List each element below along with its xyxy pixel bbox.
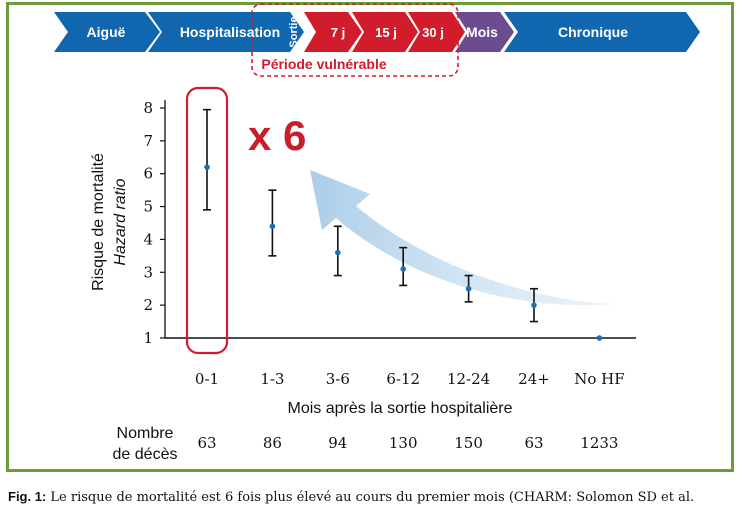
data-point [531, 302, 537, 308]
y-axis-label: Risque de mortalité [90, 153, 107, 291]
deaths-row: 63 86 94 130 150 63 1233 [197, 434, 618, 452]
deaths-value: 86 [263, 434, 282, 452]
data-point [465, 285, 472, 292]
y-tick-label: 4 [143, 230, 153, 248]
timeline-day15-label: 15 j [375, 25, 397, 40]
deaths-value: 63 [197, 434, 216, 452]
y-tick-label: 3 [143, 263, 153, 281]
y-axis-sublabel: Hazard ratio [112, 178, 129, 265]
data-point [204, 164, 210, 170]
caption-fig-label: Fig. 1: [8, 489, 47, 504]
timeline-acute-label: Aiguë [87, 24, 126, 40]
timeline-discharge-label: Sortie [288, 16, 300, 47]
timeline-day7-chevron [304, 12, 362, 52]
x-tick-label: 6-12 [386, 370, 420, 388]
data-point [596, 335, 603, 341]
y-tick-label: 8 [143, 99, 153, 117]
y-tick-label: 1 [143, 329, 153, 347]
x-tick-label: 1-3 [260, 370, 284, 388]
data-point [400, 266, 407, 272]
highlight-box [185, 86, 229, 355]
y-ticks: 1 2 3 4 5 6 7 8 [143, 99, 165, 347]
y-tick-label: 6 [143, 165, 153, 183]
y-tick-label: 7 [143, 132, 153, 150]
figure-caption: Fig. 1: Le risque de mortalité est 6 foi… [8, 489, 738, 505]
chart-svg: Aiguë Hospitalisation Sortie 7 j 15 j 30… [54, 3, 700, 463]
timeline-day30-chevron [408, 12, 465, 52]
x-tick-label: 12-24 [447, 370, 490, 388]
x-tick-label: No HF [574, 370, 624, 388]
deaths-value: 63 [524, 434, 543, 452]
x-ticks: 0-1 1-3 3-6 6-12 12-24 24+ No HF [195, 370, 625, 388]
y-tick-label: 5 [143, 198, 153, 216]
multiplier-annotation: x 6 [248, 112, 306, 159]
deaths-value: 150 [454, 434, 483, 452]
caption-text: Le risque de mortalité est 6 fois plus é… [50, 490, 695, 505]
timeline-banner: Aiguë Hospitalisation Sortie 7 j 15 j 30… [54, 3, 700, 77]
data-marks [203, 108, 603, 341]
timeline-chronic-label: Chronique [558, 24, 628, 40]
deaths-value: 130 [389, 434, 418, 452]
x-axis-label: Mois après la sortie hospitalière [288, 400, 513, 417]
y-tick-label: 2 [143, 296, 153, 314]
trend-arrow [310, 170, 614, 306]
timeline-chronic-chevron [504, 12, 700, 52]
deaths-value: 94 [328, 434, 347, 452]
x-tick-label: 24+ [518, 370, 550, 388]
timeline-hospitalisation-label: Hospitalisation [180, 24, 280, 40]
timeline-day7-label: 7 j [331, 25, 345, 40]
timeline-acute-chevron [54, 12, 160, 52]
deaths-label-line2: de décès [113, 446, 178, 463]
vulnerable-period-label: Période vulnérable [261, 56, 386, 72]
timeline-months-chevron [455, 12, 514, 52]
data-point [269, 223, 276, 230]
timeline-day30-label: 30 j [422, 25, 444, 40]
vulnerable-period-box [251, 3, 459, 77]
deaths-label-line1: Nombre [117, 425, 174, 442]
x-tick-label: 0-1 [195, 370, 219, 388]
x-tick-label: 3-6 [326, 370, 350, 388]
data-point [335, 249, 341, 256]
deaths-value: 1233 [580, 434, 618, 452]
timeline-hospitalisation-chevron [148, 12, 304, 52]
timeline-day15-chevron [352, 12, 418, 52]
timeline-months-label: Mois [466, 24, 498, 40]
